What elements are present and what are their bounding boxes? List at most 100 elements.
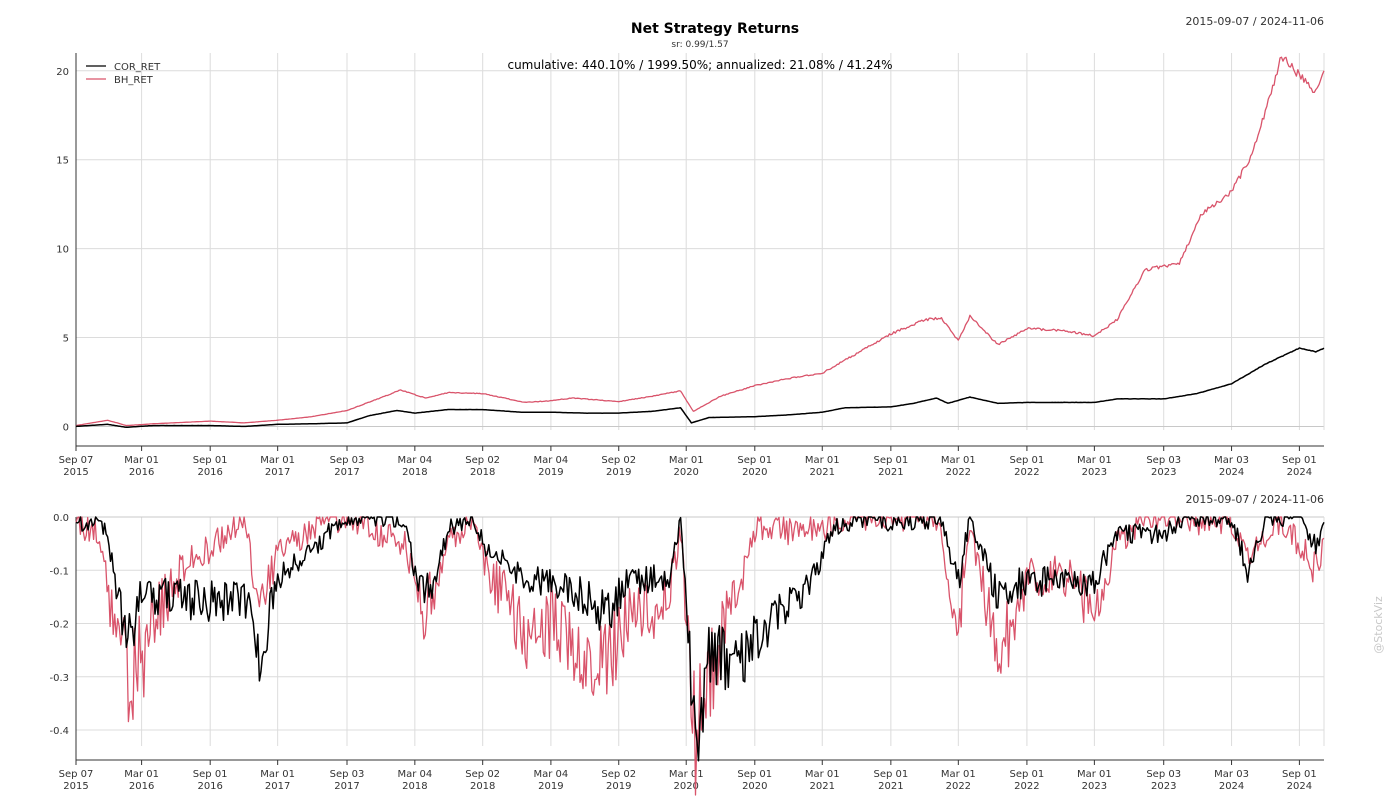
legend-label-cor-ret: COR_RET — [114, 62, 161, 73]
top-xtick-year-11: 2021 — [810, 467, 835, 478]
bottom-date-range: 2015-09-07 / 2024-11-06 — [1185, 493, 1324, 506]
top-xtick-label-10: Sep 01 — [737, 455, 772, 466]
bottom-xtick-year-18: 2024 — [1287, 781, 1312, 792]
bottom-xtick-year-0: 2015 — [63, 781, 88, 792]
bottom-xtick-label-3: Mar 01 — [260, 769, 295, 780]
bottom-xtick-year-11: 2021 — [810, 781, 835, 792]
top-xtick-label-3: Mar 01 — [260, 455, 295, 466]
top-xtick-year-6: 2018 — [470, 467, 495, 478]
top-xtick-label-7: Mar 04 — [534, 455, 569, 466]
top-xtick-year-9: 2020 — [673, 467, 698, 478]
top-xtick-year-16: 2023 — [1151, 467, 1176, 478]
bottom-xtick-label-12: Sep 01 — [873, 769, 908, 780]
top-ytick-label-3: 15 — [56, 156, 69, 167]
top-series-bh-ret — [75, 56, 1325, 427]
top-xtick-label-13: Mar 01 — [941, 455, 976, 466]
bottom-xtick-year-7: 2019 — [538, 781, 563, 792]
top-xtick-year-14: 2022 — [1014, 467, 1039, 478]
bottom-xtick-year-15: 2023 — [1082, 781, 1107, 792]
top-ytick-label-1: 5 — [63, 334, 69, 345]
bottom-xtick-year-16: 2023 — [1151, 781, 1176, 792]
top-series-cor-ret — [75, 347, 1325, 429]
top-xtick-label-2: Sep 01 — [193, 455, 228, 466]
top-xtick-label-11: Mar 01 — [805, 455, 840, 466]
top-xtick-label-6: Sep 02 — [465, 455, 500, 466]
top-xtick-label-0: Sep 07 — [59, 455, 94, 466]
top-xtick-year-17: 2024 — [1219, 467, 1244, 478]
bottom-xtick-year-14: 2022 — [1014, 781, 1039, 792]
bottom-xtick-year-3: 2017 — [265, 781, 290, 792]
top-xtick-year-18: 2024 — [1287, 467, 1312, 478]
chart-subtitle: sr: 0.99/1.57 — [671, 40, 728, 50]
top-xtick-label-15: Mar 01 — [1077, 455, 1112, 466]
bottom-xtick-label-10: Sep 01 — [737, 769, 772, 780]
bottom-xtick-year-12: 2021 — [878, 781, 903, 792]
bottom-xtick-label-11: Mar 01 — [805, 769, 840, 780]
watermark: @StockViz — [1372, 596, 1385, 654]
bottom-xtick-year-4: 2017 — [334, 781, 359, 792]
bottom-xtick-label-7: Mar 04 — [534, 769, 569, 780]
top-xtick-year-2: 2016 — [197, 467, 222, 478]
top-xtick-year-4: 2017 — [334, 467, 359, 478]
bottom-xtick-year-1: 2016 — [129, 781, 154, 792]
top-xtick-year-12: 2021 — [878, 467, 903, 478]
bottom-xtick-label-8: Sep 02 — [601, 769, 636, 780]
bottom-xtick-label-15: Mar 01 — [1077, 769, 1112, 780]
bottom-xtick-year-5: 2018 — [402, 781, 427, 792]
top-xtick-label-16: Sep 03 — [1146, 455, 1181, 466]
top-xtick-year-1: 2016 — [129, 467, 154, 478]
top-xtick-year-7: 2019 — [538, 467, 563, 478]
top-xtick-label-9: Mar 01 — [669, 455, 704, 466]
top-xtick-label-17: Mar 03 — [1214, 455, 1249, 466]
top-xtick-label-12: Sep 01 — [873, 455, 908, 466]
top-ytick-label-2: 10 — [56, 245, 69, 256]
bottom-ytick-label-0: 0.0 — [53, 513, 69, 524]
top-xtick-year-8: 2019 — [606, 467, 631, 478]
bottom-xtick-label-2: Sep 01 — [193, 769, 228, 780]
bottom-series-cor-ret — [75, 516, 1325, 762]
chart-title: Net Strategy Returns — [631, 21, 799, 37]
bottom-ytick-label-4: -0.4 — [49, 726, 69, 737]
bottom-xtick-label-16: Sep 03 — [1146, 769, 1181, 780]
bottom-ytick-label-1: -0.1 — [49, 566, 69, 577]
bottom-xtick-label-14: Sep 01 — [1010, 769, 1045, 780]
top-ytick-label-0: 0 — [63, 422, 69, 433]
bottom-xtick-year-17: 2024 — [1219, 781, 1244, 792]
bottom-ytick-label-2: -0.2 — [49, 620, 69, 631]
bottom-xtick-label-1: Mar 01 — [124, 769, 159, 780]
bottom-xtick-label-4: Sep 03 — [330, 769, 365, 780]
legend: COR_RET BH_RET — [86, 62, 161, 86]
chart-annotation: cumulative: 440.10% / 1999.50%; annualiz… — [507, 58, 892, 72]
bottom-xtick-year-8: 2019 — [606, 781, 631, 792]
top-xtick-label-8: Sep 02 — [601, 455, 636, 466]
bottom-xtick-year-2: 2016 — [197, 781, 222, 792]
top-xtick-label-5: Mar 04 — [397, 455, 432, 466]
legend-label-bh-ret: BH_RET — [114, 75, 154, 86]
top-xtick-year-13: 2022 — [946, 467, 971, 478]
bottom-xtick-label-13: Mar 01 — [941, 769, 976, 780]
bottom-xtick-label-0: Sep 07 — [59, 769, 94, 780]
top-date-range: 2015-09-07 / 2024-11-06 — [1185, 15, 1324, 28]
bottom-xtick-year-13: 2022 — [946, 781, 971, 792]
top-xtick-year-10: 2020 — [742, 467, 767, 478]
bottom-xtick-year-10: 2020 — [742, 781, 767, 792]
bottom-xtick-label-6: Sep 02 — [465, 769, 500, 780]
bottom-xtick-label-9: Mar 01 — [669, 769, 704, 780]
top-ytick-label-4: 20 — [56, 67, 69, 78]
top-xtick-year-15: 2023 — [1082, 467, 1107, 478]
bottom-xtick-label-17: Mar 03 — [1214, 769, 1249, 780]
bottom-xtick-year-6: 2018 — [470, 781, 495, 792]
top-xtick-label-1: Mar 01 — [124, 455, 159, 466]
bottom-xtick-label-18: Sep 01 — [1282, 769, 1317, 780]
bottom-xtick-year-9: 2020 — [673, 781, 698, 792]
bottom-xtick-label-5: Mar 04 — [397, 769, 432, 780]
top-xtick-year-5: 2018 — [402, 467, 427, 478]
top-xtick-label-4: Sep 03 — [330, 455, 365, 466]
top-xtick-label-18: Sep 01 — [1282, 455, 1317, 466]
top-xtick-label-14: Sep 01 — [1010, 455, 1045, 466]
top-xtick-year-3: 2017 — [265, 467, 290, 478]
